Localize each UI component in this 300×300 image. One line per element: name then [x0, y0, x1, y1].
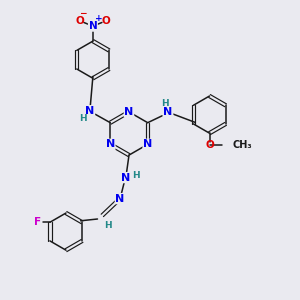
- Text: F: F: [34, 217, 41, 227]
- Text: N: N: [164, 107, 173, 117]
- Text: N: N: [116, 194, 124, 204]
- Text: H: H: [161, 99, 169, 108]
- Text: N: N: [88, 21, 97, 31]
- Text: +: +: [95, 14, 103, 23]
- Text: CH₃: CH₃: [232, 140, 252, 150]
- Text: H: H: [132, 171, 140, 180]
- Text: N: N: [143, 139, 152, 149]
- Text: H: H: [104, 220, 112, 230]
- Text: O: O: [75, 16, 84, 26]
- Text: N: N: [124, 107, 134, 117]
- Text: H: H: [80, 114, 87, 123]
- Text: N: N: [121, 172, 130, 183]
- Text: O: O: [205, 140, 214, 150]
- Text: N: N: [85, 106, 94, 116]
- Text: N: N: [106, 139, 115, 149]
- Text: −: −: [79, 9, 86, 18]
- Text: O: O: [102, 16, 110, 26]
